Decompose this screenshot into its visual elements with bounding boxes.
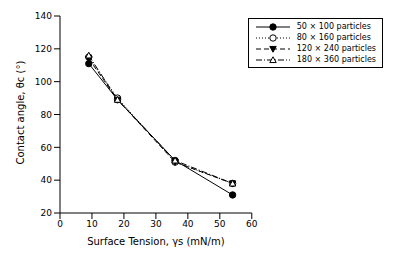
svg-text:20: 20 [118,219,130,229]
html-text:120 × 240 particles: 120 × 240 particles [296,44,376,53]
svg-text:80: 80 [41,110,53,120]
svg-text:30: 30 [150,219,162,229]
html-text:50 × 100 particles: 50 × 100 particles [296,22,371,31]
svg-text:60: 60 [41,143,53,153]
svg-text:20: 20 [41,208,53,218]
svg-text:120: 120 [35,44,52,54]
svg-text:50: 50 [214,219,226,229]
svg-text:40: 40 [41,175,53,185]
svg-text:60: 60 [246,219,258,229]
svg-text:100: 100 [35,77,52,87]
svg-text:0: 0 [57,219,63,229]
svg-text:Contact angle, θc (°): Contact angle, θc (°) [15,61,26,165]
svg-text:40: 40 [182,219,194,229]
html-text:180 × 360 particles: 180 × 360 particles [296,55,376,64]
svg-text:10: 10 [86,219,98,229]
svg-text:140: 140 [35,11,52,21]
html-text:80 × 160 particles: 80 × 160 particles [296,33,371,42]
svg-text:Surface Tension, γs (mN/m): Surface Tension, γs (mN/m) [87,236,225,247]
